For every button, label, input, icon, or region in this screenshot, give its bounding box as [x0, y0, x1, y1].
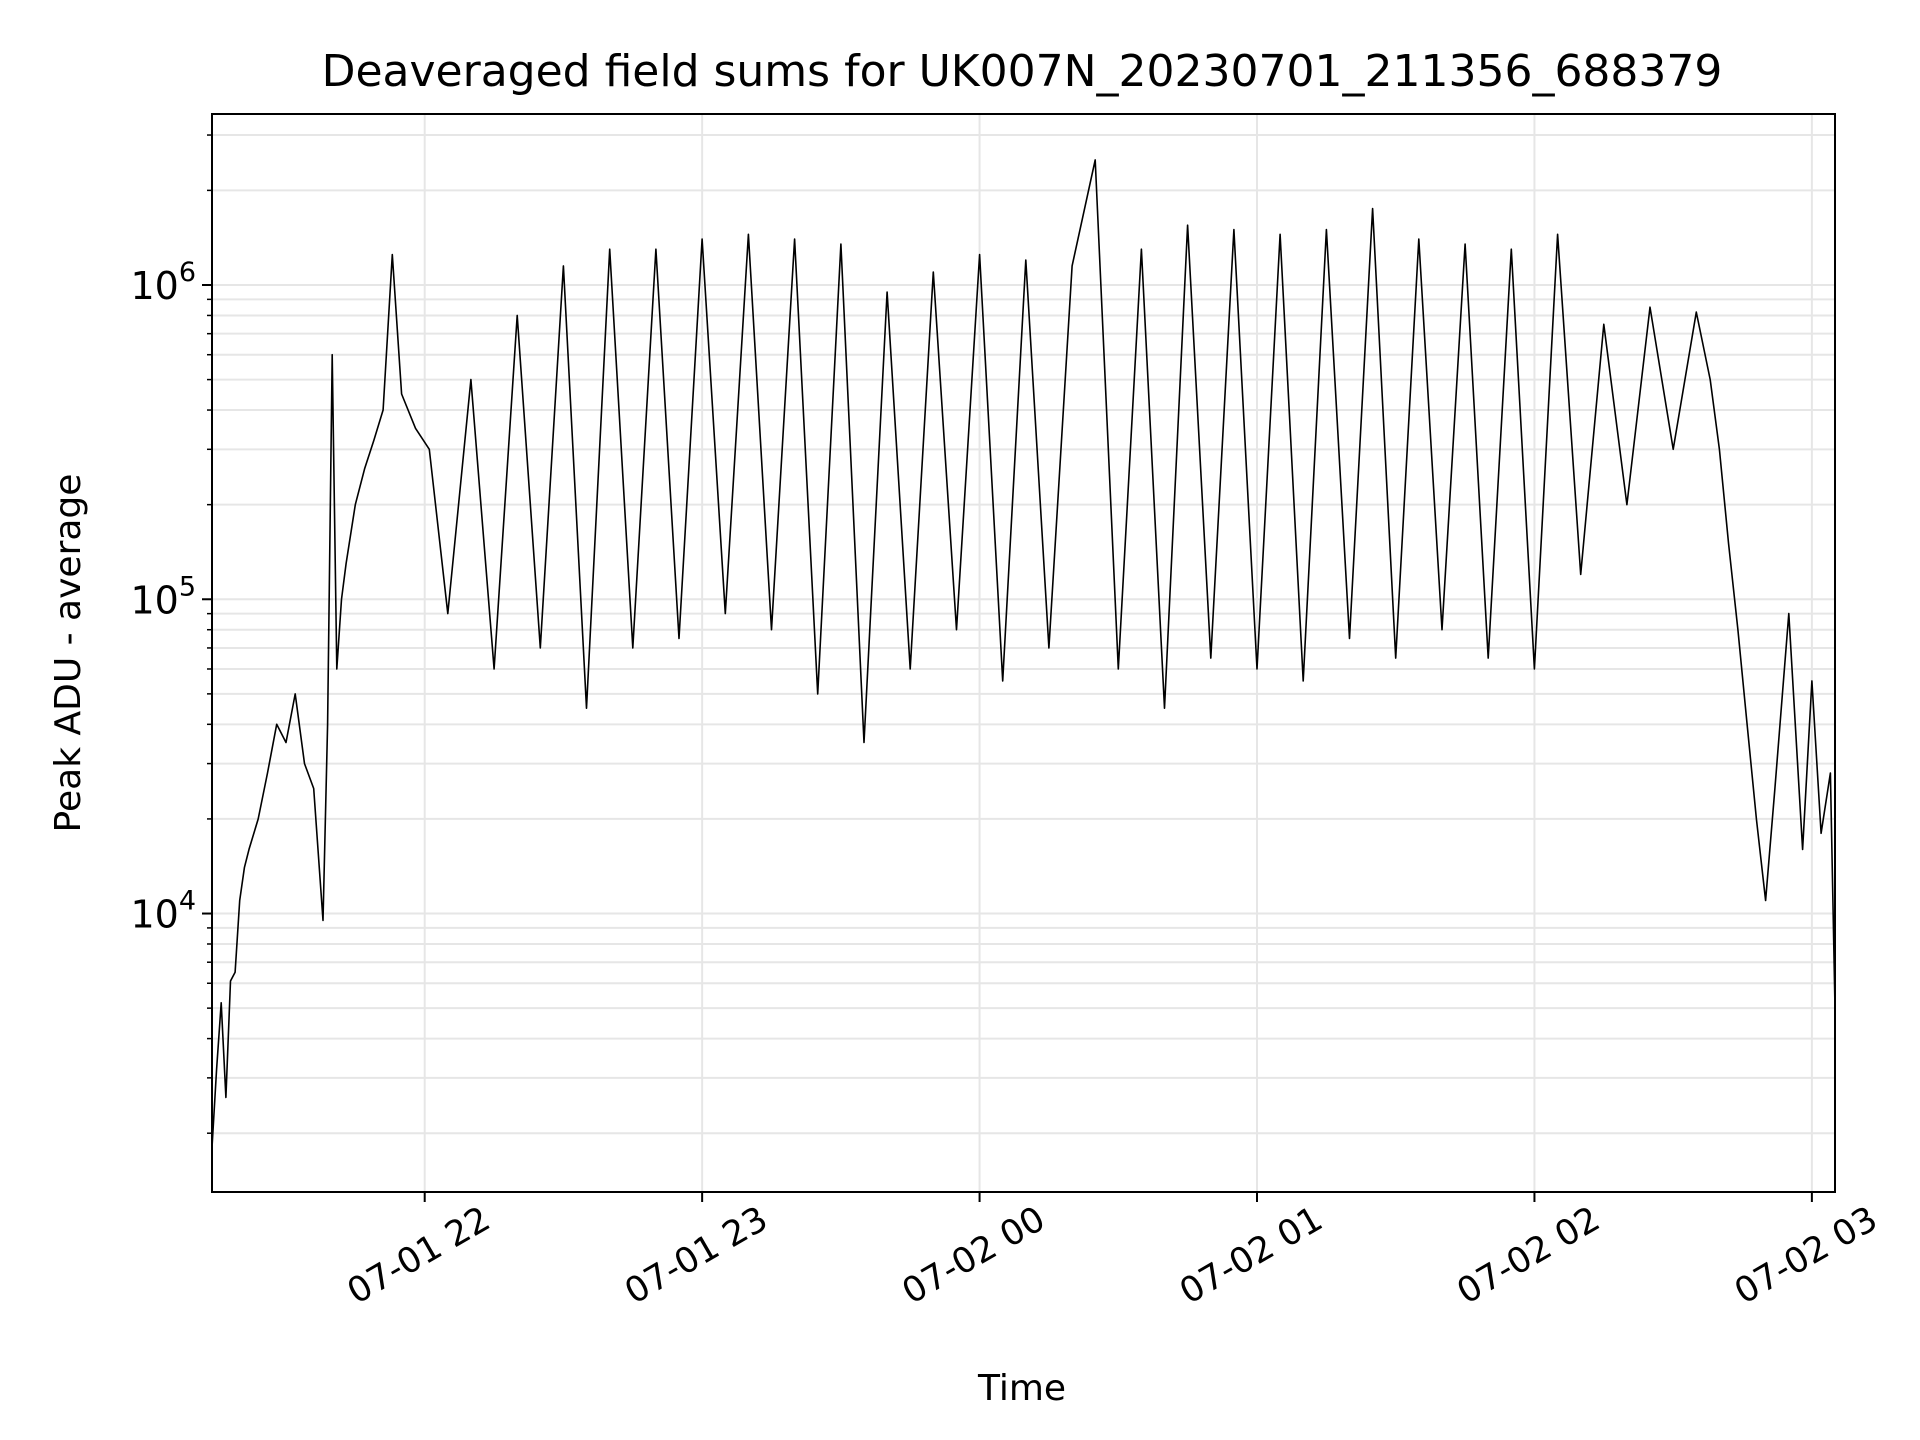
y-tick-label: 106 — [130, 257, 196, 308]
y-tick-label: 105 — [130, 571, 196, 622]
y-axis: 104 105 106 — [130, 134, 212, 1134]
x-axis-label: Time — [977, 1368, 1066, 1409]
y-tick-label: 104 — [130, 886, 196, 937]
plot-area-frame — [211, 113, 1836, 1193]
chart-title: Deaveraged field sums for UK007N_2023070… — [322, 46, 1723, 97]
y-axis-label: Peak ADU - average — [48, 474, 89, 833]
data-layer — [211, 159, 1836, 1148]
series-line — [211, 159, 1836, 1148]
